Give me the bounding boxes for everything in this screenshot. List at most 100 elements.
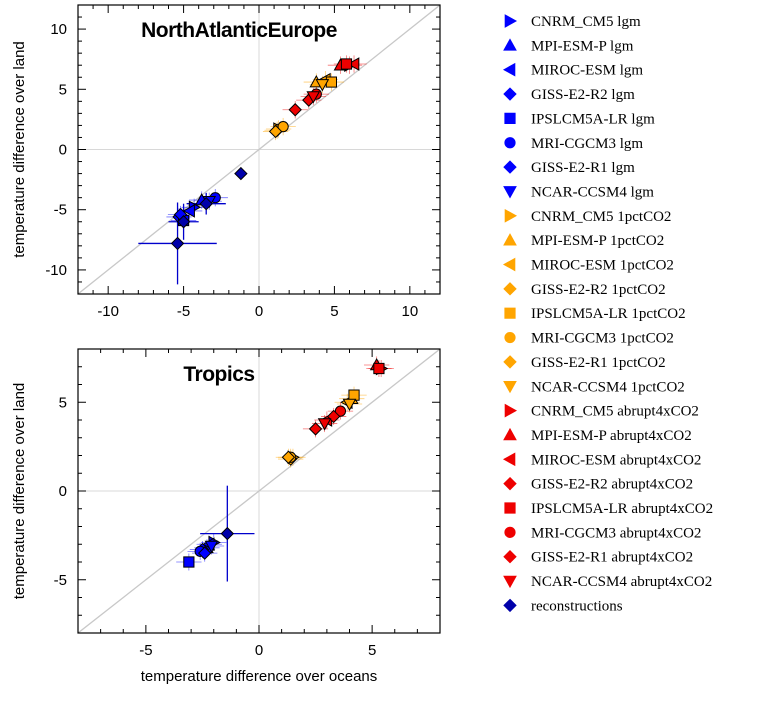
- legend-item: GISS-E2-R2 lgm: [503, 87, 635, 103]
- legend: CNRM_CM5 lgm MPI-ESM-P lgm MIROC-ESM lgm GI…: [502, 14, 713, 614]
- x-tick-label: -5: [177, 303, 190, 320]
- legend-label: MRI-CGCM3 abrupt4xCO2: [531, 525, 701, 541]
- legend-item: MPI-ESM-P abrupt4xCO2: [503, 427, 692, 444]
- legend-item: MIROC-ESM lgm: [502, 62, 643, 79]
- data-point-giss-e2-r1-1pctco2: [268, 124, 283, 139]
- legend-item: CNRM_CM5 lgm: [504, 14, 641, 30]
- data-point-ncar-ccsm4-abrupt4xco2: [317, 418, 332, 431]
- identity-line: [78, 349, 440, 633]
- legend-marker-miroc-esm-lgm: [502, 62, 516, 77]
- legend-marker-cnrm-cm5-lgm: [504, 14, 518, 28]
- legend-label: CNRM_CM5 lgm: [531, 14, 641, 30]
- legend-item: MIROC-ESM 1pctCO2: [502, 257, 674, 274]
- legend-label: MRI-CGCM3 lgm: [531, 136, 643, 152]
- legend-label: MIROC-ESM 1pctCO2: [531, 258, 674, 274]
- y-tick-label: -5: [54, 572, 67, 589]
- legend-item: GISS-E2-R2 1pctCO2: [503, 282, 666, 298]
- data-point-reconstructions: [234, 166, 248, 181]
- legend-item: IPSLCM5A-LR abrupt4xCO2: [504, 501, 713, 517]
- y-tick-label: 0: [59, 142, 67, 159]
- data-point-giss-e2-r1-1pctco2: [281, 450, 296, 464]
- data-point-mri-cgcm3-abrupt4xco2: [334, 405, 347, 417]
- y-tick-label: 10: [50, 21, 67, 38]
- legend-marker-mpi-esm-p-abrupt4xco2: [503, 427, 517, 441]
- legend-label: GISS-E2-R2 abrupt4xCO2: [531, 477, 693, 493]
- panel-north-atlantic-europe: -10 -5 0 5 10 -10 -5 0 5 10 temperature difference…: [11, 4, 441, 320]
- legend-label: MIROC-ESM lgm: [531, 63, 643, 79]
- data-point-ncar-ccsm4-1pctco2: [315, 79, 330, 92]
- x-tick-label: 0: [255, 642, 263, 659]
- data-point-ipslcm5a-lr-1pctco2: [325, 76, 337, 88]
- legend-marker-giss-e2-r2-abrupt4xco2: [503, 476, 517, 491]
- y-tick-label: -5: [54, 202, 67, 219]
- legend-item: GISS-E2-R1 1pctCO2: [503, 355, 666, 371]
- data-point-giss-e2-r1-lgm: [197, 546, 212, 560]
- legend-marker-giss-e2-r1-abrupt4xco2: [503, 549, 517, 564]
- legend-item: MPI-ESM-P lgm: [503, 38, 634, 54]
- legend-label: NCAR-CCSM4 abrupt4xCO2: [531, 574, 712, 590]
- data-point-ipslcm5a-lr-abrupt4xco2: [373, 362, 385, 375]
- legend-label: GISS-E2-R1 1pctCO2: [531, 355, 666, 371]
- legend-marker-ipslcm5a-lr-1pctco2: [504, 307, 516, 319]
- legend-label: IPSLCM5A-LR 1pctCO2: [531, 306, 686, 322]
- y-axis-label: temperature difference over land: [11, 383, 28, 600]
- data-point-miroc-esm-abrupt4xco2: [346, 57, 360, 71]
- legend-label: GISS-E2-R1 abrupt4xCO2: [531, 550, 693, 566]
- legend-marker-giss-e2-r2-lgm: [503, 87, 517, 101]
- legend-marker-ncar-ccsm4-lgm: [503, 186, 517, 199]
- legend-marker-ncar-ccsm4-abrupt4xco2: [503, 575, 517, 589]
- x-tick-label: -5: [139, 642, 152, 659]
- data-point-ipslcm5a-lr-1pctco2: [348, 389, 360, 401]
- legend-marker-mpi-esm-p-lgm: [503, 38, 517, 51]
- legend-label: GISS-E2-R2 lgm: [531, 87, 635, 103]
- data-point-ipslcm5a-lr-abrupt4xco2: [340, 58, 353, 70]
- legend-label: reconstructions: [531, 598, 623, 614]
- legend-item: IPSLCM5A-LR lgm: [504, 111, 655, 127]
- legend-label: IPSLCM5A-LR lgm: [531, 111, 655, 127]
- legend-item: MRI-CGCM3 1pctCO2: [504, 331, 674, 347]
- x-tick-label: 10: [401, 303, 418, 320]
- legend-label: GISS-E2-R1 lgm: [531, 160, 635, 176]
- legend-item: NCAR-CCSM4 1pctCO2: [503, 379, 685, 395]
- legend-label: CNRM_CM5 1pctCO2: [531, 209, 671, 225]
- legend-marker-cnrm-cm5-abrupt4xco2: [504, 403, 518, 418]
- data-point-miroc-esm-lgm: [182, 204, 195, 218]
- legend-item: MIROC-ESM abrupt4xCO2: [502, 452, 701, 468]
- legend-label: MPI-ESM-P abrupt4xCO2: [531, 428, 692, 444]
- legend-label: MPI-ESM-P lgm: [531, 38, 634, 54]
- legend-label: MIROC-ESM abrupt4xCO2: [531, 452, 701, 468]
- data-point-reconstructions: [220, 526, 235, 541]
- legend-item: CNRM_CM5 abrupt4xCO2: [504, 403, 699, 420]
- data-point-ncar-ccsm4-abrupt4xco2: [306, 91, 321, 104]
- x-axis-label: temperature difference over oceans: [141, 668, 378, 685]
- data-point-ipslcm5a-lr-lgm: [183, 556, 195, 568]
- legend-marker-ipslcm5a-lr-abrupt4xco2: [504, 502, 516, 514]
- legend-item: MPI-ESM-P 1pctCO2: [503, 233, 664, 249]
- legend-label: GISS-E2-R2 1pctCO2: [531, 282, 666, 298]
- legend-marker-ncar-ccsm4-1pctco2: [503, 380, 517, 394]
- legend-marker-miroc-esm-abrupt4xco2: [502, 452, 516, 467]
- legend-item: CNRM_CM5 1pctCO2: [504, 208, 671, 225]
- legend-marker-miroc-esm-1pctco2: [502, 257, 516, 272]
- y-tick-label: -10: [45, 262, 67, 279]
- y-tick-label: 5: [59, 81, 67, 98]
- legend-label: NCAR-CCSM4 lgm: [531, 184, 654, 200]
- legend-marker-mri-cgcm3-1pctco2: [504, 331, 516, 344]
- legend-item: GISS-E2-R2 abrupt4xCO2: [503, 476, 693, 493]
- legend-label: MPI-ESM-P 1pctCO2: [531, 233, 664, 249]
- legend-marker-reconstructions: [503, 598, 517, 613]
- legend-marker-giss-e2-r2-1pctco2: [503, 282, 517, 296]
- data-point-mri-cgcm3-1pctco2: [277, 121, 289, 133]
- x-tick-label: -10: [97, 303, 119, 320]
- legend-label: CNRM_CM5 abrupt4xCO2: [531, 404, 699, 420]
- x-tick-label: 5: [330, 303, 338, 320]
- legend-label: NCAR-CCSM4 1pctCO2: [531, 379, 685, 395]
- y-tick-label: 0: [59, 483, 67, 500]
- legend-label: IPSLCM5A-LR abrupt4xCO2: [531, 501, 713, 517]
- legend-item: GISS-E2-R1 lgm: [503, 160, 635, 176]
- legend-item: GISS-E2-R1 abrupt4xCO2: [503, 549, 693, 566]
- y-axis-label: temperature difference over land: [11, 41, 28, 258]
- identity-line: [78, 5, 440, 294]
- legend-marker-cnrm-cm5-1pctco2: [504, 208, 518, 223]
